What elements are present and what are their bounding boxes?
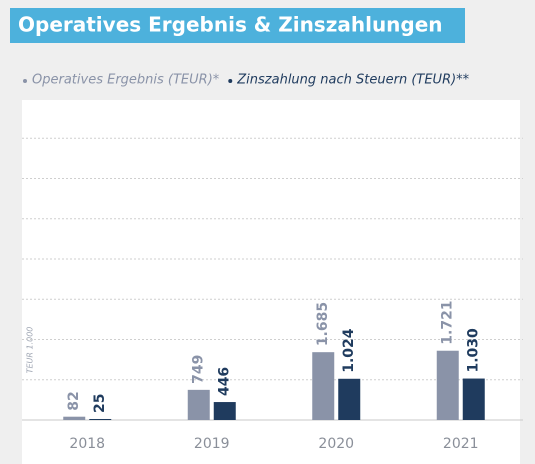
legend-entry: Operatives Ergebnis (TEUR)* bbox=[32, 73, 220, 88]
bar bbox=[462, 378, 485, 420]
value-label: 1.685 bbox=[315, 302, 331, 346]
title-bar bbox=[10, 8, 465, 43]
chart-title: Operatives Ergebnis & Zinszahlungen bbox=[18, 13, 443, 37]
bar bbox=[89, 418, 112, 420]
bar bbox=[436, 350, 459, 420]
value-label: 749 bbox=[191, 355, 207, 384]
x-tick-label: 2021 bbox=[443, 436, 479, 452]
bar bbox=[213, 402, 236, 420]
value-label: 1.721 bbox=[440, 300, 456, 344]
value-label: 1.024 bbox=[341, 328, 357, 373]
bar bbox=[187, 389, 210, 420]
legend-entry: Zinszahlung nach Steuern (TEUR)** bbox=[236, 73, 469, 88]
x-tick-label: 2018 bbox=[69, 436, 105, 452]
legend-dot bbox=[23, 79, 27, 83]
bar bbox=[338, 378, 361, 420]
value-label: 1.030 bbox=[466, 328, 482, 373]
x-tick-label: 2019 bbox=[194, 436, 230, 452]
bar bbox=[63, 416, 86, 420]
legend-dot bbox=[228, 79, 233, 83]
value-label: 25 bbox=[92, 394, 108, 413]
x-tick-label: 2020 bbox=[318, 436, 354, 452]
value-label: 82 bbox=[66, 391, 82, 410]
bar bbox=[312, 352, 335, 420]
value-label: 446 bbox=[217, 367, 233, 396]
y-axis-label: TEUR 1.000 bbox=[26, 327, 35, 374]
